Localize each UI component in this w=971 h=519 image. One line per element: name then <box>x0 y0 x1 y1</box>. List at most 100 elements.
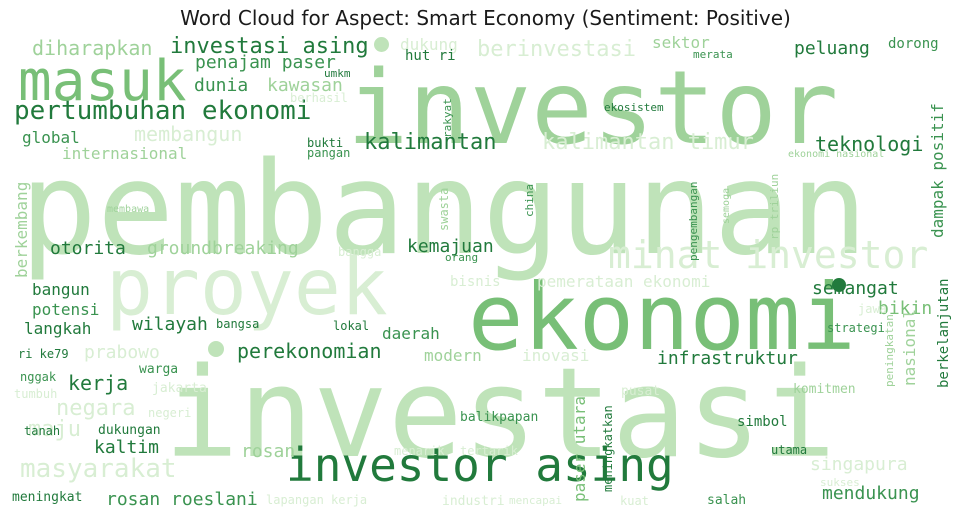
word-berkelanjutan: berkelanjutan <box>936 278 952 389</box>
word-warga: warga <box>139 362 179 377</box>
word-jakarta: jakarta <box>152 381 207 396</box>
word-global: global <box>22 128 80 147</box>
word-pembangunan: pembangunan <box>20 135 868 284</box>
word-industri: industri <box>442 494 505 509</box>
word-dorong: dorong <box>888 36 939 52</box>
word-groundbreaking: groundbreaking <box>147 238 299 259</box>
word-ekosistem: ekosistem <box>604 101 664 114</box>
word-cloud: pembangunan investasi investor ekonomi proye… <box>12 34 960 512</box>
word-bangsa: bangsa <box>216 317 260 331</box>
word-nggak: nggak <box>20 370 57 384</box>
word-langkah: langkah <box>24 319 92 338</box>
word-berinvestasi: berinvestasi <box>477 37 636 62</box>
word-potensi: potensi <box>32 300 100 319</box>
word-utama: utama <box>771 443 808 457</box>
word-rakyat: rakyat <box>441 97 454 138</box>
word-bangun: bangun <box>32 280 90 299</box>
word-perekonomian: perekonomian <box>237 339 382 363</box>
word-bukti: bukti <box>307 136 344 150</box>
word-proyek: proyek <box>106 243 388 333</box>
word-penajam-paser: penajam paser <box>195 52 336 73</box>
word-meningkatkan: meningkatkan <box>601 405 615 493</box>
word-mencapai: mencapai <box>509 494 562 507</box>
word-daerah: daerah <box>382 324 440 343</box>
word-dot <box>374 37 389 52</box>
word-tumbuh: tumbuh <box>14 387 58 401</box>
word-investasi: investasi <box>164 342 836 486</box>
word-masuk: masuk <box>18 49 187 114</box>
word-berhasil: berhasil <box>290 91 348 105</box>
word-meningkat: meningkat <box>12 490 83 505</box>
word-kalimantan-timur: kalimantan timur <box>542 130 754 155</box>
word-rosan: rosan <box>241 441 296 462</box>
word-dampak-positif: dampak positif <box>928 103 947 239</box>
word-semangat: semangat <box>812 278 899 299</box>
word-dunia: dunia <box>194 75 249 96</box>
word-sektor: sektor <box>652 34 710 52</box>
word-berkembang: berkembang <box>12 181 31 278</box>
word-china: china <box>523 183 536 217</box>
word-bikin: bikin <box>878 298 933 319</box>
word-kerja: kerja <box>68 371 129 395</box>
word-membawa: membawa <box>107 204 150 215</box>
word-teknologi: teknologi <box>815 132 924 156</box>
word-lokal: lokal <box>333 319 370 333</box>
word-negara: negara <box>56 396 136 421</box>
word-bisnis: bisnis <box>450 274 501 290</box>
word-inovasi: inovasi <box>522 346 590 365</box>
word-nasional: nasional <box>900 308 919 386</box>
word-dukungan: dukungan <box>98 423 161 438</box>
word-membangun: membangun <box>134 122 243 146</box>
figure-title: Word Cloud for Aspect: Smart Economy (Se… <box>180 6 791 30</box>
word-tertarik: tertarik <box>460 444 518 458</box>
word-masyarakat: masyarakat <box>20 454 177 484</box>
word-diharapkan: diharapkan <box>32 36 153 60</box>
word-merata: merata <box>693 48 733 61</box>
word-hut-ri: hut ri <box>405 48 456 64</box>
word-ekonomi: ekonomi <box>468 264 856 371</box>
word-kaltim: kaltim <box>94 437 160 458</box>
word-dot <box>832 278 846 292</box>
word-investor: investor <box>347 49 839 168</box>
word-maju: maju <box>28 417 81 442</box>
word-negeri: negeri <box>148 406 192 420</box>
word-wilayah: wilayah <box>132 314 208 335</box>
word-pertumbuhan-ekonomi: pertumbuhan ekonomi <box>14 96 312 126</box>
word-minat-investor: minat investor <box>608 233 929 277</box>
word-peluang: peluang <box>794 38 870 59</box>
word-dot <box>208 341 224 357</box>
word-peningkatan: peningkatan <box>883 313 896 387</box>
word-balikpapan: balikpapan <box>460 410 539 425</box>
word-tanah: tanah <box>24 424 61 438</box>
word-menarik: menarik <box>394 444 445 458</box>
word-rp-triliun: rp triliun <box>768 173 781 240</box>
word-sukses: sukses <box>820 476 860 489</box>
word-simbol: simbol <box>737 414 788 430</box>
word-dukung: dukung <box>400 35 458 54</box>
word-prabowo: prabowo <box>84 342 160 363</box>
word-ekonomi-nasional: ekonomi nasional <box>788 149 885 160</box>
word-komitmen: komitmen <box>793 382 856 397</box>
word-infrastruktur: infrastruktur <box>657 348 798 369</box>
word-swasta: swasta <box>437 187 451 232</box>
word-rosan-roeslani: rosan roeslani <box>106 489 258 510</box>
word-investor-asing: investor asing <box>286 438 674 492</box>
word-pangan: pangan <box>307 146 351 160</box>
word-investasi-asing: investasi asing <box>170 34 369 59</box>
word-lapangan-kerja: lapangan kerja <box>266 493 368 507</box>
word-strategi: strategi <box>827 321 885 335</box>
word-kuat: kuat <box>620 494 649 508</box>
word-otorita: otorita <box>50 238 126 259</box>
word-pusat: pusat <box>621 384 661 399</box>
word-kemajuan: kemajuan <box>407 236 494 257</box>
word-internasional: internasional <box>62 144 188 163</box>
word-orang: orang <box>445 251 479 264</box>
word-umkm: umkm <box>324 67 351 80</box>
word-pemerataan-ekonomi: pemerataan ekonomi <box>537 272 711 291</box>
word-kawasan: kawasan <box>267 75 343 96</box>
word-pengembangan: pengembangan <box>687 181 700 262</box>
word-singapura: singapura <box>810 454 908 475</box>
word-ri-ke79: ri ke79 <box>18 347 69 361</box>
word-salah: salah <box>707 493 747 508</box>
